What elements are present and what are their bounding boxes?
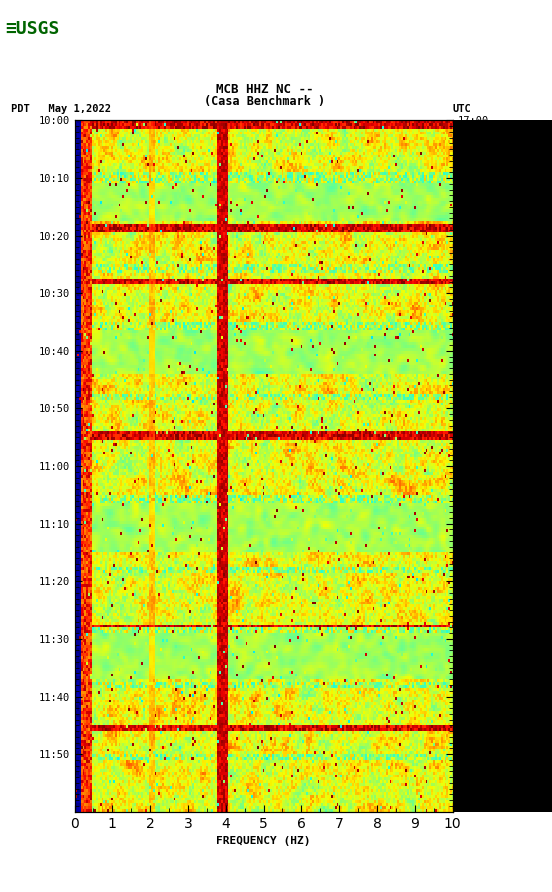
Text: UTC: UTC [453,103,471,114]
Text: MCB HHZ NC --: MCB HHZ NC -- [216,83,314,95]
Text: (Casa Benchmark ): (Casa Benchmark ) [204,95,326,108]
Text: ≡USGS: ≡USGS [6,20,60,37]
Text: PDT   May 1,2022: PDT May 1,2022 [11,103,111,114]
X-axis label: FREQUENCY (HZ): FREQUENCY (HZ) [216,836,311,847]
